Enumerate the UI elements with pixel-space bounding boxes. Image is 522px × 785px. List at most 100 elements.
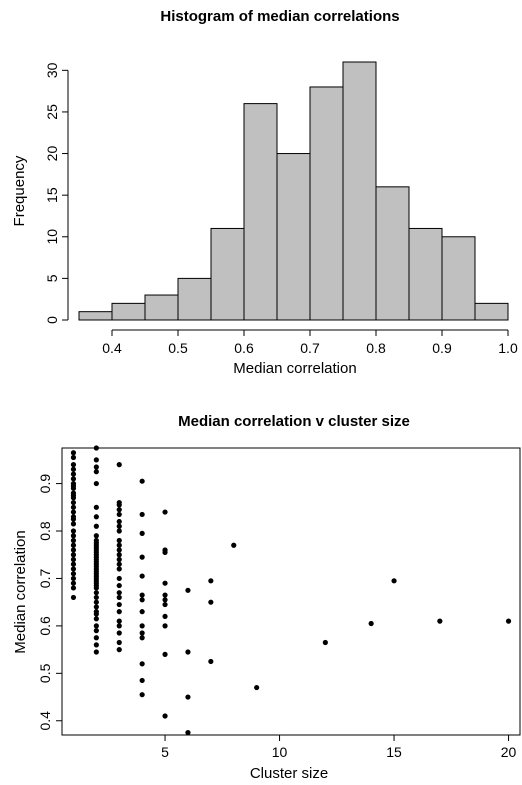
scatter-point [116,561,122,567]
scatter-point [116,552,122,558]
scatter-y-tick-label: 0.9 [37,474,53,494]
scatter-point [116,462,122,468]
scatter-point [93,599,99,605]
scatter-point [116,623,122,629]
scatter-point [116,547,122,553]
histogram-y-tick-label: 20 [44,146,60,162]
histogram-bar [309,86,344,321]
scatter-point [162,651,168,657]
scatter-point [70,533,77,539]
scatter-point [70,585,77,591]
scatter-point [93,585,99,591]
scatter-point [70,542,77,548]
scatter-point [139,630,145,636]
scatter-y-tick-label: 0.7 [37,569,53,589]
histogram-bar [210,227,245,321]
scatter-point [70,476,77,482]
scatter-point [70,454,77,461]
histogram-x-tick-label: 0.4 [102,340,122,356]
scatter-point [116,618,122,624]
scatter-point [93,623,99,629]
scatter-point [70,575,77,582]
scatter-point [116,575,122,582]
scatter-point [231,542,237,548]
scatter-y-tick-label: 0.4 [37,711,53,731]
scatter-point [70,552,77,558]
scatter-point [70,509,77,515]
scatter-x-label: Cluster size [250,765,328,782]
scatter-point [93,533,99,539]
scatter-point [208,658,214,665]
scatter-point [116,601,122,608]
scatter-point [70,594,77,601]
scatter-point [93,469,99,475]
scatter-point [162,509,168,515]
scatter-x-tick-label: 10 [272,744,288,760]
scatter-point [139,511,145,518]
histogram-bar [111,302,146,321]
scatter-x-tick-label: 15 [386,744,402,760]
scatter-point [93,480,99,487]
scatter-point [185,587,191,593]
scatter-point [505,618,512,624]
scatter-point [116,594,122,601]
scatter-point [70,504,77,510]
histogram-y-tick-label: 15 [44,187,60,203]
scatter-point [93,649,99,655]
scatter-point [162,592,168,598]
histogram-y-tick-label: 30 [44,62,60,78]
scatter-point [162,601,168,608]
scatter-point [93,523,99,529]
scatter-point [70,556,77,563]
scatter-point [139,692,145,698]
scatter-y-tick-label: 0.5 [37,663,53,683]
scatter-point [139,554,145,560]
histogram-x-tick-label: 0.5 [168,340,188,356]
scatter-point [139,592,145,598]
histogram-x-tick-label: 0.8 [366,340,386,356]
scatter-point [70,537,77,544]
scatter-point [116,609,122,615]
scatter-x-tick-label: 5 [161,744,169,760]
scatter-plot-frame [61,447,521,736]
scatter-y-axis: 0.4 0.5 0.6 0.7 0.8 0.9 [37,474,62,731]
histogram-chart: Histogram of median correlations 0.4 0.5 0… [11,8,518,377]
scatter-point [93,635,99,641]
scatter-point [70,580,77,586]
scatter-point [70,466,77,472]
scatter-points [70,445,512,736]
histogram-x-tick-label: 1.0 [498,340,518,356]
histogram-y-label: Frequency [11,155,28,226]
scatter-point [116,502,122,508]
scatter-x-axis: 5 10 15 20 [161,735,517,760]
scatter-point [185,730,191,736]
scatter-point [116,511,122,518]
histogram-bar [243,103,278,321]
histogram-bar [342,61,377,321]
scatter-point [254,684,260,691]
scatter-point [116,523,122,529]
scatter-point [70,499,77,506]
scatter-point [139,623,145,629]
scatter-point [139,530,145,536]
scatter-point [116,590,122,596]
scatter-point [162,597,168,603]
scatter-point [93,594,99,601]
histogram-bars [78,61,509,321]
histogram-x-tick-label: 0.7 [300,340,320,356]
scatter-point [185,694,191,700]
scatter-point [116,507,122,513]
scatter-point [93,628,99,634]
scatter-point [116,556,122,563]
scatter-point [368,620,374,627]
scatter-point [93,611,99,617]
histogram-bar [441,236,476,321]
scatter-point [139,573,145,579]
histogram-bar [474,302,509,321]
scatter-point [70,450,77,456]
scatter-point [70,485,77,491]
scatter-point [139,597,145,603]
scatter-point [208,599,214,605]
scatter-point [116,647,122,653]
